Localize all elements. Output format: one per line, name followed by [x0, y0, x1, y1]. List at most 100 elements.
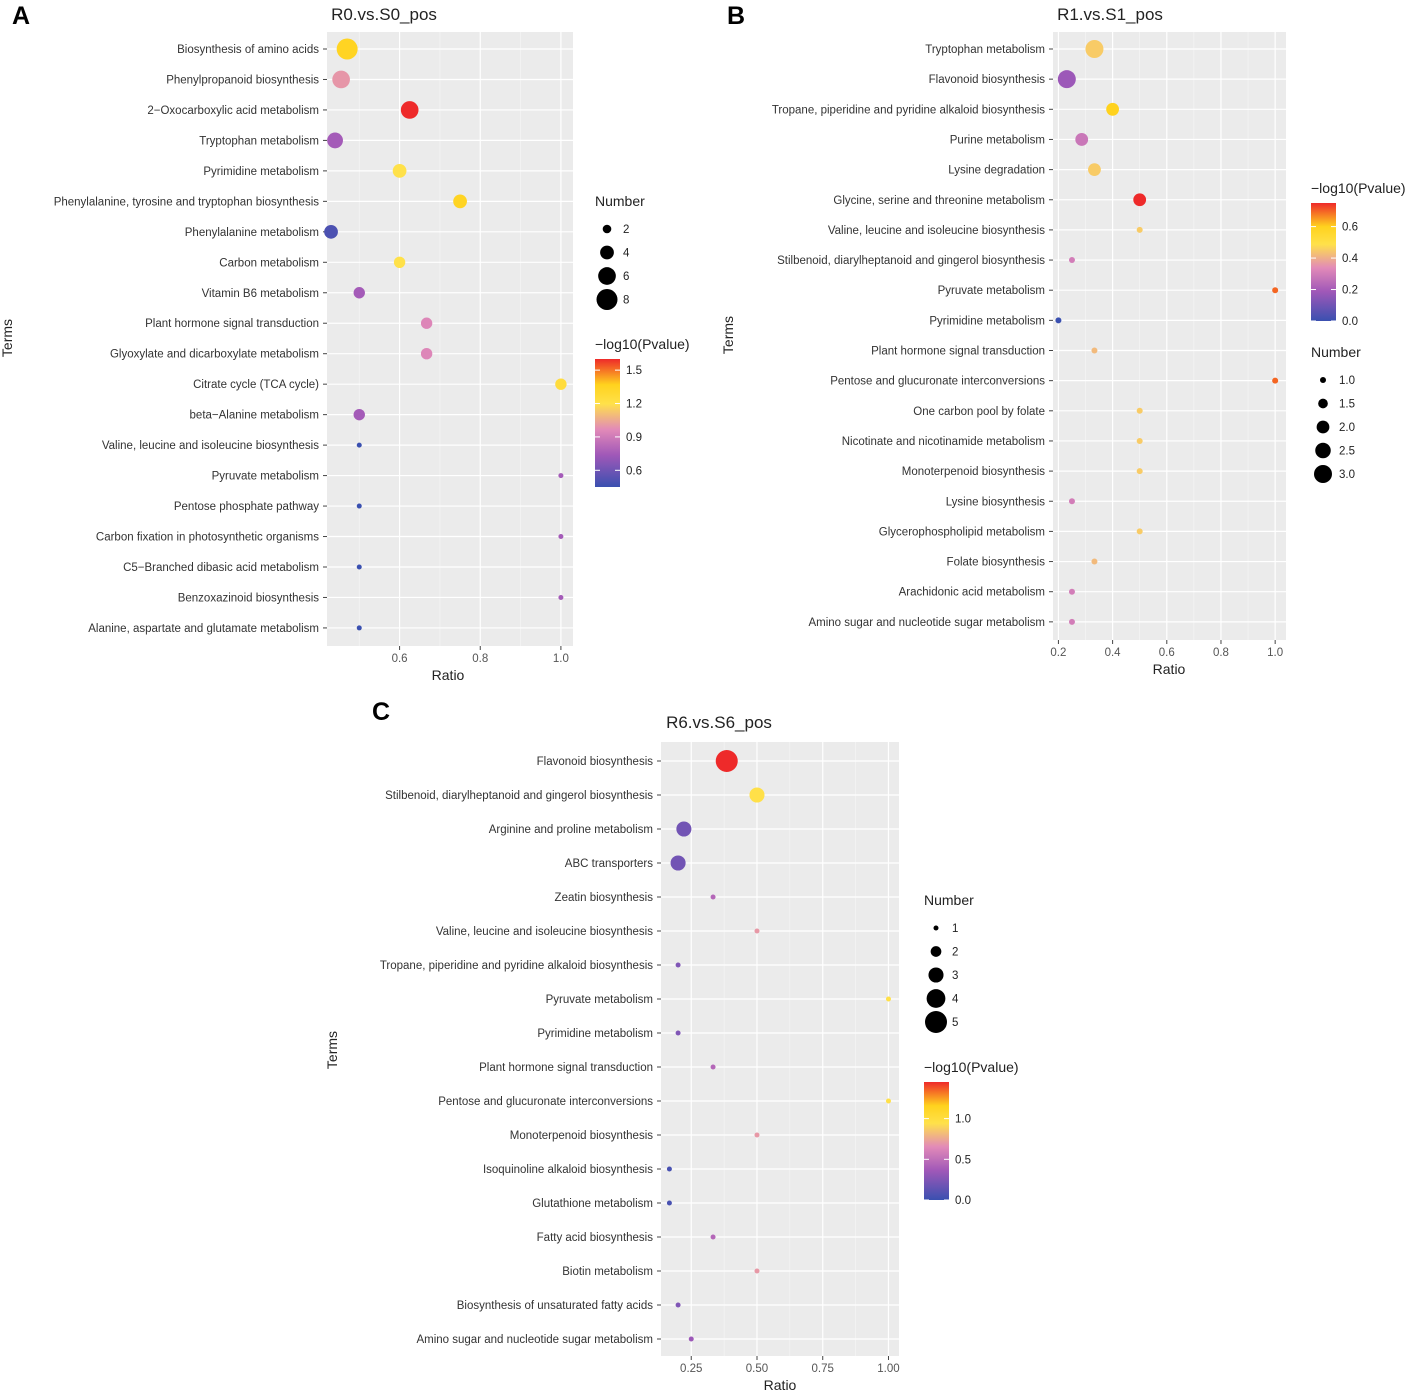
size-legend-dot	[1320, 377, 1326, 383]
data-point	[336, 38, 358, 60]
x-axis-label: Ratio	[432, 667, 465, 683]
data-point	[392, 164, 407, 178]
term-label: Tropane, piperidine and pyridine alkaloi…	[772, 104, 1045, 116]
x-tick-label: 1.0	[553, 653, 569, 665]
term-label: Lysine biosynthesis	[946, 496, 1046, 508]
data-point	[749, 787, 765, 803]
term-label: Nicotinate and nicotinamide metabolism	[842, 436, 1045, 448]
size-legend-dot	[596, 289, 618, 310]
size-legend-dot	[602, 224, 612, 234]
term-label: Flavonoid biosynthesis	[537, 756, 654, 768]
data-point	[356, 503, 362, 509]
term-label: Carbon metabolism	[219, 257, 319, 269]
term-label: Plant hormone signal transduction	[145, 318, 319, 330]
data-point	[356, 625, 362, 631]
data-point	[324, 224, 338, 239]
term-label: Monoterpenoid biosynthesis	[510, 1130, 653, 1142]
colorbar-tick-label: 0.2	[1342, 285, 1358, 297]
term-label: Pentose phosphate pathway	[174, 501, 319, 513]
data-point	[1272, 377, 1279, 384]
term-label: Stilbenoid, diarylheptanoid and gingerol…	[385, 790, 653, 802]
plot-background	[1053, 32, 1286, 640]
data-point	[675, 962, 681, 968]
data-point	[688, 1336, 694, 1342]
data-point	[666, 1166, 672, 1172]
x-tick-label: 1.0	[1267, 647, 1283, 659]
panel-label: A	[12, 2, 30, 30]
term-label: Amino sugar and nucleotide sugar metabol…	[416, 1334, 653, 1346]
y-axis-label: Terms	[324, 1031, 340, 1069]
size-legend-label: 1	[952, 923, 958, 935]
term-label: Phenylalanine, tyrosine and tryptophan b…	[54, 196, 320, 208]
size-legend-label: 4	[952, 994, 959, 1006]
term-label: Tropane, piperidine and pyridine alkaloi…	[380, 960, 653, 972]
colorbar-tick-label: 0.4	[1342, 253, 1359, 265]
x-tick-label: 1.00	[877, 1363, 899, 1375]
panel-c: C R6.vs.S6_pos Flavonoid biosynthesis Stilb…	[324, 698, 1019, 1393]
data-point	[1136, 407, 1143, 414]
color-legend-title: −log10(Pvalue)	[1311, 180, 1406, 196]
data-point	[558, 473, 564, 479]
term-label: Pyrimidine metabolism	[203, 166, 319, 178]
data-point	[558, 534, 564, 540]
term-label: Valine, leucine and isoleucine biosynthe…	[828, 225, 1045, 237]
data-point	[1055, 317, 1062, 324]
colorbar	[924, 1082, 949, 1200]
size-legend-title: Number	[1311, 344, 1361, 360]
colorbar-tick-label: 1.2	[626, 399, 642, 411]
data-point	[356, 564, 362, 570]
data-point	[356, 442, 362, 448]
chart-title: R6.vs.S6_pos	[666, 713, 772, 732]
x-tick-label: 0.2	[1050, 647, 1066, 659]
color-legend-title: −log10(Pvalue)	[924, 1059, 1019, 1075]
colorbar	[1311, 203, 1336, 321]
data-point	[670, 855, 686, 871]
data-point	[675, 1302, 681, 1308]
colorbar-tick-label: 0.6	[626, 465, 642, 477]
data-point	[754, 928, 760, 934]
term-label: Pyruvate metabolism	[546, 994, 653, 1006]
x-axis-label: Ratio	[1153, 661, 1186, 677]
size-legend-label: 3.0	[1339, 469, 1355, 481]
data-point	[1088, 163, 1101, 176]
size-legend-label: 2.5	[1339, 446, 1355, 458]
data-point	[715, 750, 738, 772]
panel-label: C	[372, 698, 390, 726]
size-legend-dot	[600, 245, 614, 260]
colorbar-tick-label: 0.0	[955, 1195, 971, 1207]
x-tick-label: 0.8	[1213, 647, 1229, 659]
term-label: ABC transporters	[565, 858, 653, 870]
data-point	[420, 348, 433, 360]
panel-label: B	[727, 2, 745, 30]
term-label: Pentose and glucuronate interconversions	[438, 1096, 653, 1108]
term-label: Pyrimidine metabolism	[537, 1028, 653, 1040]
term-label: Carbon fixation in photosynthetic organi…	[96, 532, 319, 544]
data-point	[353, 287, 365, 299]
size-legend-label: 1.5	[1339, 399, 1355, 411]
chart-title: R0.vs.S0_pos	[331, 5, 437, 24]
data-point	[710, 1064, 716, 1070]
colorbar-tick-label: 0.9	[626, 432, 642, 444]
term-label: Arginine and proline metabolism	[489, 824, 653, 836]
y-axis-label: Terms	[720, 316, 736, 354]
data-point	[1075, 133, 1089, 146]
data-point	[1091, 558, 1098, 565]
colorbar	[595, 359, 620, 487]
term-label: Biotin metabolism	[562, 1266, 653, 1278]
term-label: Flavonoid biosynthesis	[929, 74, 1046, 86]
x-tick-label: 0.75	[812, 1363, 834, 1375]
data-point	[420, 317, 433, 329]
colorbar-tick-label: 0.0	[1342, 316, 1358, 328]
term-label: Lysine degradation	[948, 165, 1045, 177]
data-point	[754, 1132, 760, 1138]
data-point	[453, 194, 467, 209]
data-point	[555, 378, 567, 390]
term-label: 2−Oxocarboxylic acid metabolism	[147, 105, 319, 117]
size-legend-dot	[925, 1011, 947, 1033]
term-label: Phenylpropanoid biosynthesis	[166, 74, 319, 86]
term-label: Monoterpenoid biosynthesis	[902, 466, 1045, 478]
x-tick-label: 0.8	[472, 653, 488, 665]
term-label: Glycine, serine and threonine metabolism	[833, 195, 1045, 207]
data-point	[1272, 287, 1279, 294]
data-point	[332, 70, 350, 89]
